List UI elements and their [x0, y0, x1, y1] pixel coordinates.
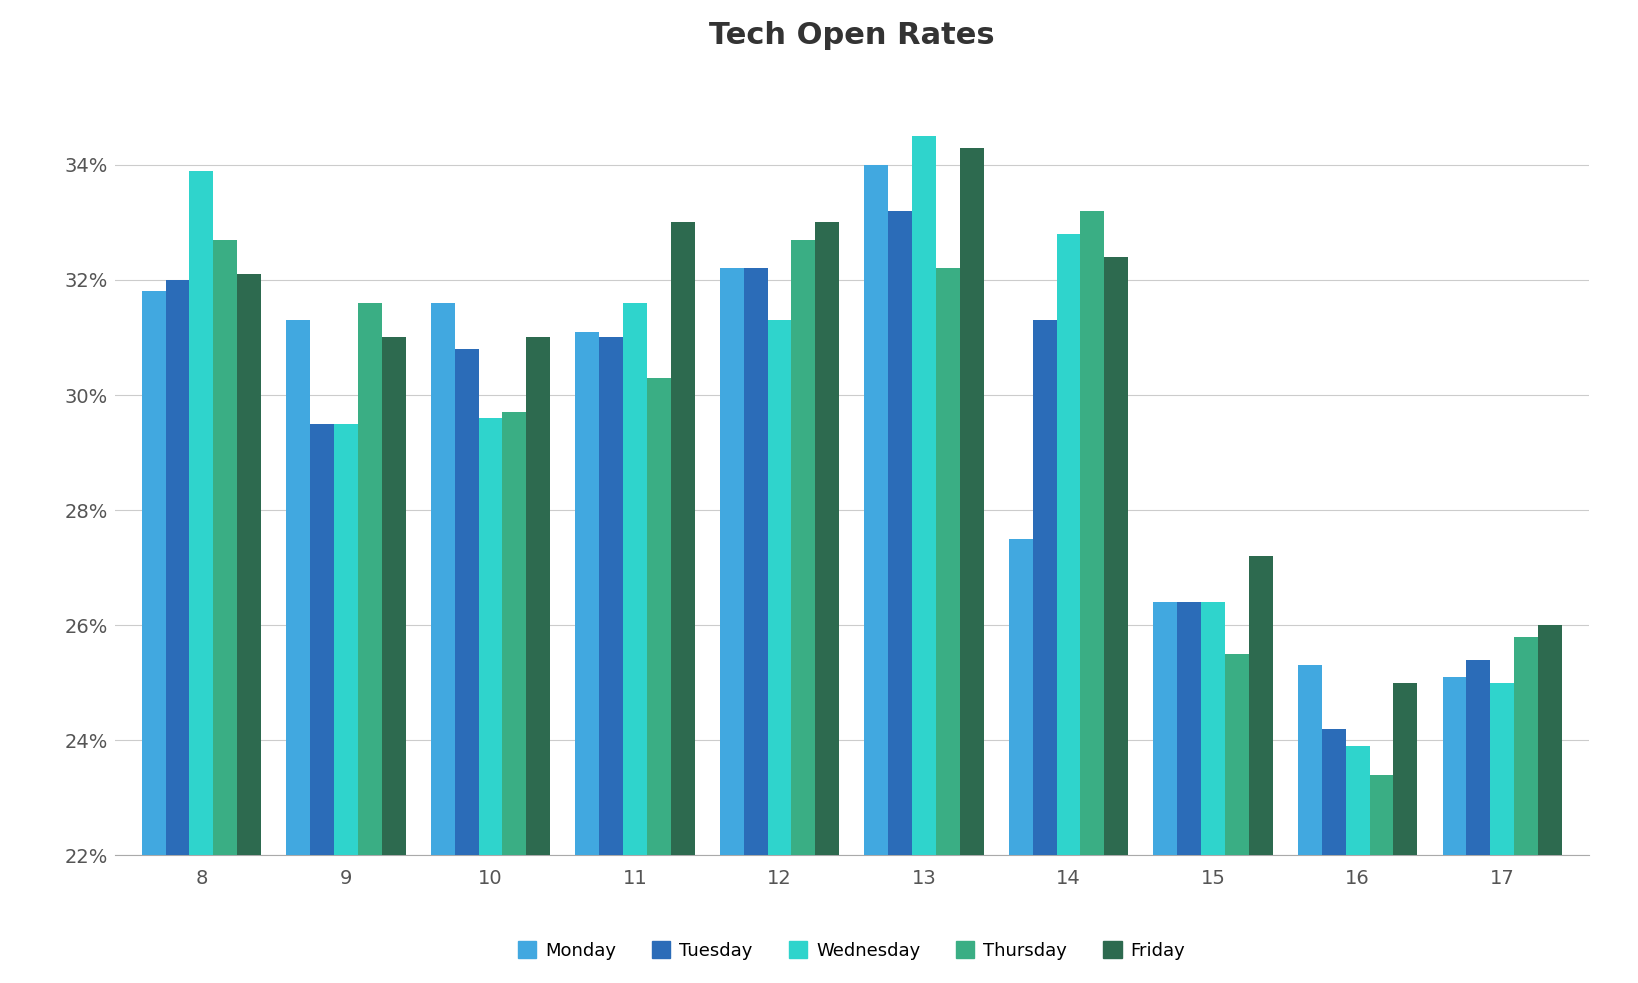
Bar — [719, 268, 744, 855]
Bar — [1034, 320, 1057, 855]
Bar — [1346, 746, 1369, 855]
Bar — [1491, 682, 1514, 855]
Bar — [526, 337, 550, 855]
Bar — [143, 292, 165, 855]
Bar — [1081, 211, 1104, 855]
Bar — [455, 349, 478, 855]
Bar — [600, 337, 622, 855]
Bar — [287, 320, 310, 855]
Bar — [1394, 682, 1417, 855]
Legend: Monday, Tuesday, Wednesday, Thursday, Friday: Monday, Tuesday, Wednesday, Thursday, Fr… — [511, 934, 1192, 967]
Bar — [1369, 775, 1394, 855]
Bar — [503, 412, 526, 855]
Bar — [1443, 677, 1466, 855]
Bar — [1104, 257, 1129, 855]
Bar — [816, 222, 839, 855]
Bar — [960, 147, 984, 855]
Bar — [382, 337, 406, 855]
Bar — [1057, 234, 1081, 855]
Bar — [768, 320, 791, 855]
Bar — [1514, 637, 1538, 855]
Bar — [1178, 603, 1201, 855]
Bar — [431, 303, 455, 855]
Bar — [1466, 660, 1491, 855]
Title: Tech Open Rates: Tech Open Rates — [709, 21, 994, 50]
Bar — [165, 280, 190, 855]
Bar — [888, 211, 912, 855]
Bar — [190, 171, 213, 855]
Bar — [575, 331, 600, 855]
Bar — [912, 137, 935, 855]
Bar — [1009, 539, 1034, 855]
Bar — [791, 240, 816, 855]
Bar — [744, 268, 768, 855]
Bar — [357, 303, 382, 855]
Bar — [622, 303, 647, 855]
Bar — [935, 268, 960, 855]
Bar — [1153, 603, 1178, 855]
Bar — [238, 274, 260, 855]
Bar — [478, 418, 503, 855]
Bar — [213, 240, 238, 855]
Bar — [865, 165, 888, 855]
Bar — [1538, 625, 1561, 855]
Bar — [647, 377, 670, 855]
Bar — [1201, 603, 1225, 855]
Bar — [1248, 556, 1273, 855]
Bar — [334, 424, 357, 855]
Bar — [670, 222, 695, 855]
Bar — [1322, 728, 1346, 855]
Bar — [1297, 665, 1322, 855]
Bar — [310, 424, 334, 855]
Bar — [1225, 654, 1248, 855]
